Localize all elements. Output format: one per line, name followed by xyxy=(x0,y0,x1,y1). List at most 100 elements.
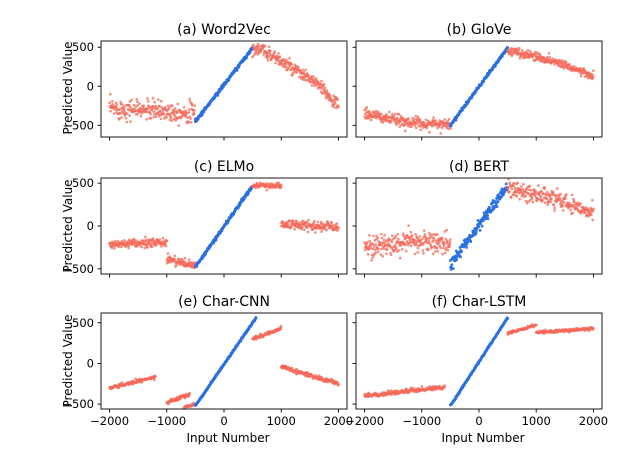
data-point xyxy=(413,252,417,256)
data-point xyxy=(465,245,469,249)
data-point xyxy=(444,246,448,250)
data-point xyxy=(421,243,425,246)
data-point xyxy=(150,108,154,112)
data-point xyxy=(293,227,296,231)
data-point xyxy=(175,111,179,115)
data-point xyxy=(122,108,126,112)
data-point xyxy=(409,230,413,234)
data-point xyxy=(446,240,449,244)
data-point xyxy=(407,117,410,120)
data-point xyxy=(377,110,380,114)
data-point xyxy=(390,240,394,244)
data-point xyxy=(152,110,156,114)
data-point xyxy=(401,232,405,236)
data-point xyxy=(553,209,556,212)
x-axis-label-left: Input Number xyxy=(186,431,269,445)
data-point xyxy=(419,128,423,132)
data-point xyxy=(145,238,148,242)
panel-title: (f) Char-LSTM xyxy=(432,294,527,310)
data-point xyxy=(429,235,433,239)
data-point xyxy=(319,220,323,224)
data-point xyxy=(592,69,595,73)
data-point xyxy=(177,257,180,261)
data-point xyxy=(124,116,128,120)
data-point xyxy=(325,228,329,232)
data-point xyxy=(562,201,566,204)
data-point xyxy=(384,252,388,256)
data-point xyxy=(113,240,117,243)
data-point xyxy=(550,197,553,201)
data-point xyxy=(572,197,575,201)
data-point xyxy=(545,193,548,197)
data-point xyxy=(192,112,196,116)
data-point xyxy=(440,236,444,240)
data-point xyxy=(397,249,401,252)
data-point xyxy=(135,112,139,116)
data-point xyxy=(531,200,535,204)
data-point xyxy=(187,120,190,124)
data-point xyxy=(414,126,418,130)
y-axis-label-middle: Predicted Value xyxy=(61,179,75,272)
data-point xyxy=(265,188,269,192)
data-point xyxy=(123,106,126,110)
data-point xyxy=(487,205,491,209)
data-point xyxy=(159,99,163,103)
data-point xyxy=(518,197,522,201)
data-point xyxy=(541,199,544,203)
data-point xyxy=(427,239,431,243)
data-point xyxy=(410,234,414,237)
data-point xyxy=(404,249,408,253)
data-point xyxy=(379,112,383,116)
data-point xyxy=(136,104,140,107)
data-point xyxy=(332,105,336,109)
data-point xyxy=(130,107,134,111)
data-point xyxy=(335,222,339,225)
data-point xyxy=(384,244,387,247)
data-point xyxy=(486,214,490,217)
data-point xyxy=(140,245,143,249)
data-point xyxy=(371,256,374,259)
data-point xyxy=(437,241,441,245)
data-point xyxy=(560,59,564,63)
data-point xyxy=(258,44,262,48)
data-point xyxy=(320,230,323,233)
data-point xyxy=(521,188,525,191)
data-point xyxy=(301,68,304,72)
data-point xyxy=(146,100,150,103)
data-point xyxy=(545,197,549,201)
data-point xyxy=(109,109,112,113)
data-point xyxy=(363,248,367,252)
data-point xyxy=(119,116,123,119)
data-point xyxy=(298,75,301,79)
axes-frame xyxy=(100,40,348,138)
data-point xyxy=(187,111,191,114)
data-point xyxy=(159,245,163,248)
data-point xyxy=(256,42,260,46)
data-point xyxy=(536,184,540,187)
data-point xyxy=(447,117,451,121)
data-point xyxy=(443,241,446,245)
data-point xyxy=(442,246,445,250)
data-point xyxy=(312,219,316,223)
data-point xyxy=(416,246,420,250)
data-point xyxy=(380,236,384,240)
data-point xyxy=(413,238,417,242)
data-point xyxy=(520,49,524,52)
data-point xyxy=(516,181,519,185)
data-point xyxy=(130,98,133,102)
data-point xyxy=(564,60,568,64)
data-point xyxy=(267,55,271,59)
data-point xyxy=(172,117,176,121)
data-point xyxy=(439,246,443,250)
data-point xyxy=(444,237,447,241)
data-point xyxy=(592,326,595,330)
data-point xyxy=(300,225,304,229)
data-point xyxy=(125,112,129,115)
data-point xyxy=(409,244,413,248)
data-point xyxy=(295,71,299,74)
data-point xyxy=(486,217,490,221)
data-point xyxy=(513,181,516,185)
data-point xyxy=(561,209,565,212)
data-point xyxy=(548,58,552,61)
data-point xyxy=(251,43,255,47)
